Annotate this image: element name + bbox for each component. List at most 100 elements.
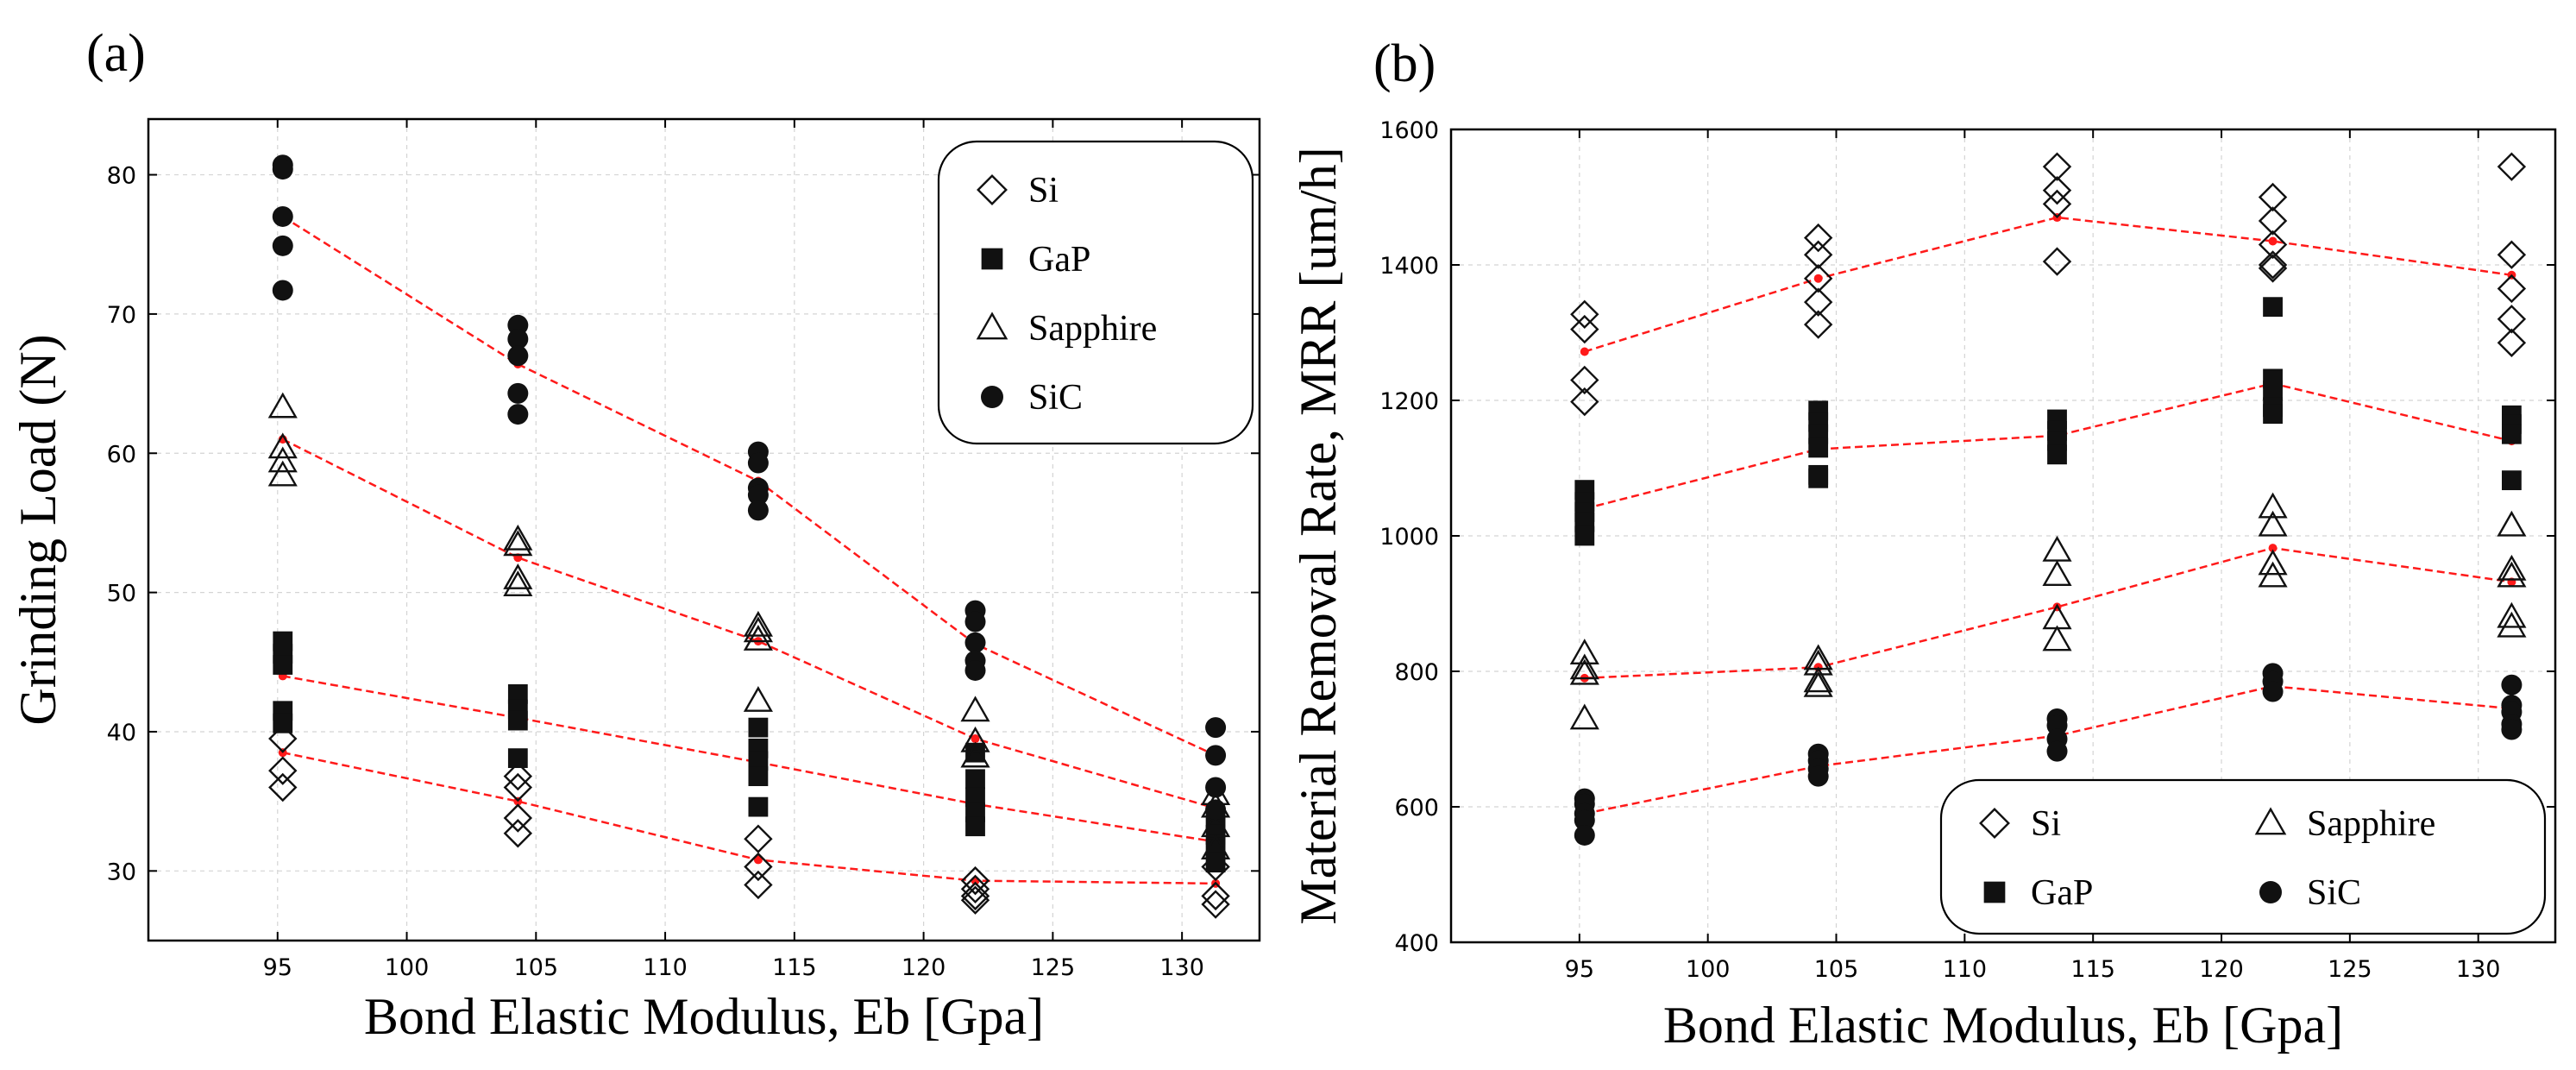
plot-frame <box>147 117 1261 942</box>
legend-label-gap: GaP <box>2031 873 2093 913</box>
series-si <box>1570 152 2527 417</box>
data-point-sapphire <box>1569 639 1599 665</box>
x-tick-label: 130 <box>2456 956 2501 983</box>
data-point-gap <box>273 655 293 675</box>
data-point-sapphire <box>503 563 533 589</box>
legend-label-si: Si <box>2031 804 2061 844</box>
y-tick-label: 1000 <box>1379 524 1439 551</box>
data-point-sic <box>1807 765 1829 787</box>
y-tick-label: 400 <box>1394 930 1439 957</box>
data-point-si <box>503 819 533 848</box>
data-point-sic <box>1205 777 1227 798</box>
data-point-si <box>2042 175 2072 205</box>
data-point-si <box>744 824 773 853</box>
data-point-sapphire <box>2497 601 2527 628</box>
data-point-si <box>2042 152 2072 181</box>
data-point-gap <box>2263 404 2283 425</box>
data-point-sic <box>1205 799 1227 821</box>
y-tick-label: 60 <box>107 441 136 468</box>
data-point-si <box>1570 299 1599 330</box>
legend-item-si: Si <box>1979 804 2061 844</box>
data-point-sapphire <box>2497 611 2527 638</box>
y-tick-label: 1200 <box>1379 388 1439 415</box>
series-sic <box>1574 663 2523 846</box>
data-point-gap <box>1808 468 1829 488</box>
x-tick-label: 100 <box>385 954 430 981</box>
data-point-gap <box>965 787 985 808</box>
legend-marker-si <box>1979 808 2010 839</box>
data-point-sic <box>1574 824 1595 846</box>
data-point-si <box>1803 264 1833 293</box>
trend-point-sapphire <box>2268 544 2278 553</box>
legend-marker-sapphire <box>976 312 1008 340</box>
trend-point-si <box>2268 236 2278 246</box>
data-point-si <box>268 756 298 785</box>
y-axis-title: Material Removal Rate, MRR [um/h] <box>1290 147 1347 925</box>
x-tick-label: 115 <box>772 954 817 981</box>
panel-a-label: (a) <box>86 24 146 83</box>
data-point-gap <box>2263 297 2283 318</box>
axis-ticks: 95 100 105 110 115 120 125 130 400 600 800 1000 1200… <box>1379 117 2555 983</box>
data-point-si <box>2042 189 2072 219</box>
grid <box>148 119 1260 941</box>
data-point-si <box>268 772 298 802</box>
panel-b-label: (b) <box>1373 35 1436 93</box>
series-gap <box>1574 297 2522 546</box>
x-tick-label: 120 <box>2199 956 2244 983</box>
data-point-si <box>1570 387 1599 417</box>
data-point-gap <box>748 796 769 817</box>
legend-item-sapphire: Sapphire <box>976 309 1157 349</box>
data-point-sapphire <box>2258 510 2288 537</box>
data-point-si <box>1803 240 1833 269</box>
data-point-si <box>2258 230 2288 260</box>
data-point-gap <box>1205 853 1226 873</box>
trend-line-sic <box>1584 685 2512 815</box>
data-point-sapphire <box>267 460 298 487</box>
axis-ticks: 95 100 105 110 115 120 125 130 30 40 50 60 70 80 <box>107 119 1260 981</box>
data-point-sapphire <box>960 741 990 768</box>
data-point-sapphire <box>2497 510 2527 537</box>
data-point-sapphire <box>743 616 773 643</box>
x-tick-label: 115 <box>2070 956 2115 983</box>
data-point-sapphire <box>1569 703 1599 730</box>
data-point-si <box>503 761 533 791</box>
data-point-sic <box>272 235 293 256</box>
data-point-sapphire <box>743 686 773 712</box>
x-axis-title: Bond Elastic Modulus, Eb [Gpa] <box>364 988 1044 1045</box>
data-point-sic <box>964 632 986 653</box>
x-tick-label: 125 <box>1031 954 1076 981</box>
data-point-sapphire <box>1803 666 1833 693</box>
data-point-sic <box>507 328 529 349</box>
data-point-sic <box>1574 809 1595 831</box>
x-tick-label: 110 <box>643 954 688 981</box>
data-point-sapphire <box>1201 834 1231 859</box>
legend-label-sapphire: Sapphire <box>1028 309 1157 349</box>
y-tick-label: 80 <box>107 163 136 190</box>
data-point-sapphire <box>2042 560 2072 586</box>
data-point-sapphire <box>2497 561 2527 588</box>
trend-line-gap <box>1584 382 2512 510</box>
data-point-si <box>2497 328 2527 357</box>
data-point-si <box>2497 305 2527 334</box>
data-point-si <box>2258 250 2288 280</box>
data-point-sapphire <box>743 610 773 637</box>
legend-box <box>1939 778 2547 935</box>
x-axis-title: Bond Elastic Modulus, Eb [Gpa] <box>1663 997 2343 1054</box>
data-point-sapphire <box>1569 653 1599 680</box>
legend-marker-gap <box>1983 881 2006 903</box>
x-tick-label: 130 <box>1159 954 1204 981</box>
data-point-sapphire <box>960 726 990 752</box>
x-tick-label: 100 <box>1686 956 1731 983</box>
data-point-si <box>2497 274 2527 304</box>
data-point-gap <box>748 766 769 786</box>
data-point-si <box>960 874 990 903</box>
x-tick-label: 110 <box>1943 956 1988 983</box>
data-point-sic <box>272 159 293 180</box>
data-point-sapphire <box>2042 625 2072 651</box>
y-tick-label: 1400 <box>1379 253 1439 280</box>
legend-label-sapphire: Sapphire <box>2307 804 2435 844</box>
legend: Si GaP Sapphire SiC <box>937 140 1254 445</box>
data-point-si <box>1803 310 1833 339</box>
data-point-sapphire <box>2258 492 2288 519</box>
